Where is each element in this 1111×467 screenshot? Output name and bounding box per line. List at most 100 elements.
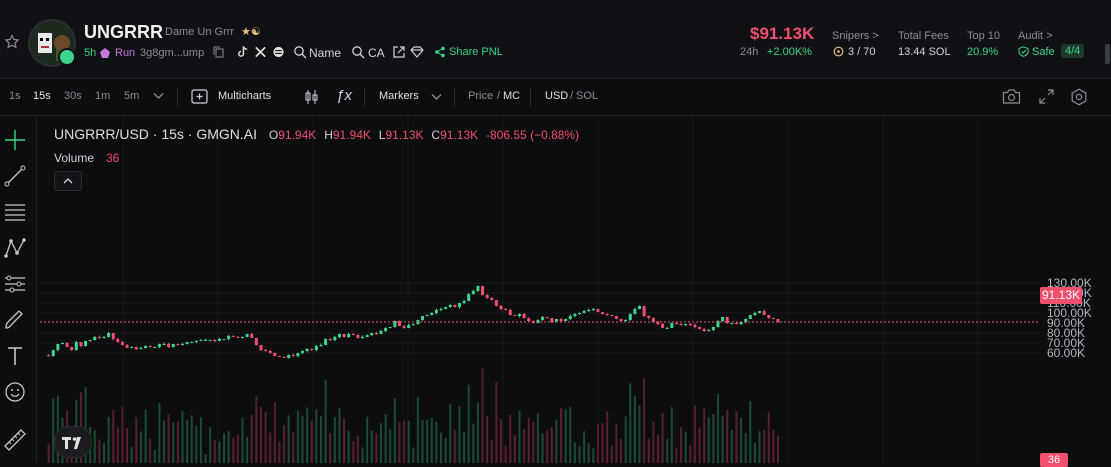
usd-toggle[interactable]: USD xyxy=(545,90,569,102)
volume-bar xyxy=(753,442,756,463)
volume-bar xyxy=(453,430,456,463)
fullscreen-icon[interactable] xyxy=(1039,89,1054,104)
volume-bar xyxy=(264,411,267,463)
candle xyxy=(453,305,457,307)
sol-toggle[interactable]: SOL xyxy=(576,90,599,102)
web-icon[interactable] xyxy=(272,45,285,59)
volume-bar xyxy=(638,405,641,463)
crosshair-icon[interactable] xyxy=(3,128,27,152)
candle xyxy=(134,347,138,349)
volume-bar xyxy=(587,443,590,463)
candle xyxy=(273,353,277,356)
indicators-icon[interactable]: ƒx xyxy=(336,87,352,104)
volume-bar xyxy=(560,408,563,463)
measure-icon[interactable] xyxy=(3,272,27,296)
pattern-icon[interactable] xyxy=(3,236,27,260)
markers-chevron-icon[interactable] xyxy=(431,93,442,101)
volume-bar xyxy=(716,393,719,463)
copy-icon[interactable] xyxy=(213,46,224,58)
tiktok-icon[interactable] xyxy=(236,45,249,59)
candle xyxy=(624,320,628,321)
chevron-down-icon[interactable] xyxy=(153,92,164,100)
emoji-badges-icon: ★☯ xyxy=(241,26,261,38)
candle xyxy=(287,355,291,358)
volume-bar xyxy=(712,414,715,463)
interval-30s[interactable]: 30s xyxy=(64,90,82,102)
volume-bar xyxy=(199,417,202,463)
low-value: 91.13K xyxy=(385,128,424,142)
markers-dropdown[interactable]: Markers xyxy=(379,90,419,102)
brush-icon[interactable] xyxy=(3,308,27,332)
volume-bar xyxy=(338,408,341,463)
interval-1s[interactable]: 1s xyxy=(9,90,21,102)
candle xyxy=(688,324,692,325)
candle xyxy=(573,314,577,316)
volume-bar xyxy=(195,425,198,463)
search-name-button[interactable]: Name xyxy=(309,46,342,60)
emoji-icon[interactable] xyxy=(3,380,27,404)
text-icon[interactable] xyxy=(3,344,27,368)
volume-bar xyxy=(481,367,484,463)
candle xyxy=(116,339,120,342)
volume-bar xyxy=(343,418,346,463)
volume-bar xyxy=(112,409,115,463)
volume-bar xyxy=(389,429,392,463)
volume-bar xyxy=(213,439,216,463)
audit-link[interactable]: Audit > xyxy=(1018,30,1053,42)
volume-bar xyxy=(569,406,572,463)
candle xyxy=(508,310,512,315)
candle xyxy=(222,339,226,340)
volume-bar xyxy=(98,439,101,463)
ruler-icon[interactable] xyxy=(3,428,27,452)
candle xyxy=(758,311,762,313)
candle xyxy=(748,315,752,319)
candle xyxy=(231,336,235,337)
search-icon[interactable] xyxy=(293,45,307,59)
tradingview-logo-icon[interactable] xyxy=(54,426,92,458)
candle xyxy=(545,317,549,318)
trendline-icon[interactable] xyxy=(3,164,27,188)
multicharts-icon[interactable] xyxy=(191,89,208,104)
candle xyxy=(310,349,314,350)
volume-bar xyxy=(758,431,761,463)
price-toggle[interactable]: Price xyxy=(468,90,494,102)
snipers-link[interactable]: Snipers > xyxy=(832,30,879,42)
fib-icon[interactable] xyxy=(3,200,27,224)
volume-value: 36 xyxy=(106,151,120,165)
volume-bar xyxy=(278,441,281,463)
candle xyxy=(153,347,157,348)
interval-1m[interactable]: 1m xyxy=(95,90,111,102)
interval-15s[interactable]: 15s xyxy=(33,90,51,102)
candle xyxy=(93,337,97,340)
volume-bar xyxy=(218,441,221,463)
candle xyxy=(208,340,212,341)
crosshair-target-icon xyxy=(833,46,844,57)
header-scrollbar[interactable] xyxy=(1105,44,1110,64)
star-icon[interactable] xyxy=(4,34,20,50)
current-price: $91.13K xyxy=(750,24,815,43)
multicharts-button[interactable]: Multicharts xyxy=(218,90,272,102)
share-icon[interactable] xyxy=(434,46,446,58)
open-link-icon[interactable] xyxy=(392,45,406,59)
settings-icon[interactable] xyxy=(1070,88,1088,106)
camera-icon[interactable] xyxy=(1002,88,1021,105)
volume-bar xyxy=(209,427,212,463)
candle xyxy=(499,306,503,309)
x-icon[interactable] xyxy=(254,45,267,59)
candle xyxy=(236,337,240,338)
token-fullname: Dame Un Grrr xyxy=(165,26,235,38)
candle xyxy=(702,329,706,331)
search-ca-button[interactable]: CA xyxy=(368,46,385,60)
share-pnl-button[interactable]: Share PNL xyxy=(449,46,503,58)
volume-bar xyxy=(287,415,290,463)
interval-5m[interactable]: 5m xyxy=(124,90,140,102)
divider xyxy=(364,88,365,106)
price-chart[interactable] xyxy=(40,116,1111,463)
candle xyxy=(674,323,678,324)
mc-toggle[interactable]: MC xyxy=(503,90,521,102)
candle-type-icon[interactable] xyxy=(304,89,319,105)
ca-search-icon[interactable] xyxy=(351,45,365,59)
trade-icon[interactable] xyxy=(410,45,424,59)
candle xyxy=(471,291,475,294)
collapse-legend-button[interactable] xyxy=(54,171,82,191)
